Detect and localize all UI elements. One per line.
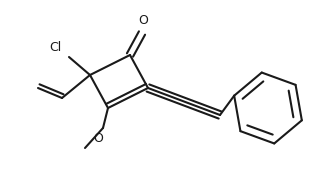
Text: O: O — [93, 132, 103, 145]
Text: Cl: Cl — [49, 40, 61, 53]
Text: O: O — [138, 14, 148, 27]
